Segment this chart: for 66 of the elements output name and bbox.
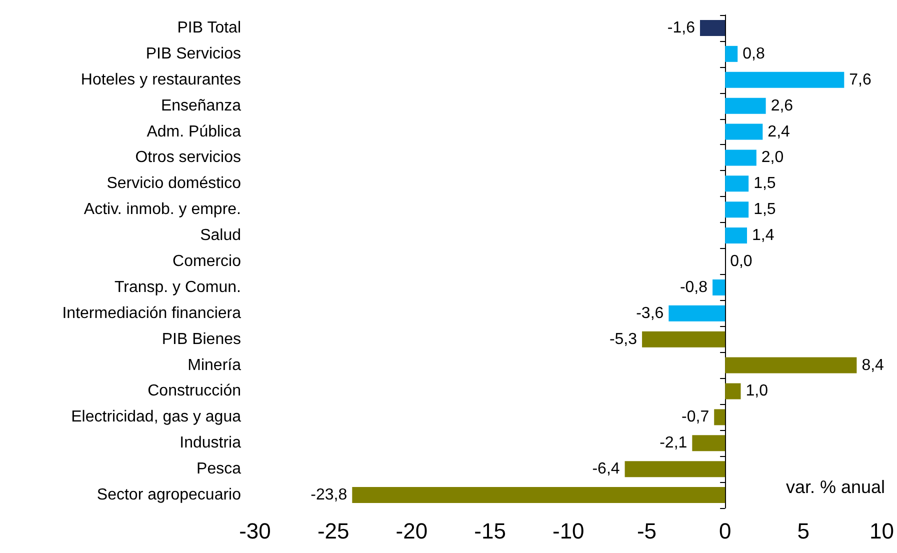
annotation: var. % anual bbox=[786, 477, 885, 497]
bar bbox=[725, 357, 857, 374]
bar bbox=[725, 228, 748, 244]
x-tick-label: -25 bbox=[317, 518, 350, 544]
data-label: -23,8 bbox=[310, 486, 348, 504]
y-tick-label: Electricidad, gas y agua bbox=[71, 408, 242, 426]
y-tick-label: Adm. Pública bbox=[146, 123, 242, 140]
data-label: -5,3 bbox=[609, 330, 638, 348]
y-tick-label: Industria bbox=[180, 434, 242, 452]
data-label: 0,8 bbox=[742, 45, 765, 62]
x-tick-label: -20 bbox=[396, 518, 428, 544]
y-tick-label: PIB Bienes bbox=[162, 330, 241, 348]
y-tick-label: Pesca bbox=[196, 460, 242, 478]
y-tick-label: Transp. y Comun. bbox=[114, 278, 241, 296]
bar bbox=[725, 72, 844, 88]
data-label: -0,8 bbox=[680, 278, 708, 296]
y-tick-label: Otros servicios bbox=[135, 149, 241, 166]
y-tick-label: Hoteles y restaurantes bbox=[80, 71, 241, 88]
data-label: 1,5 bbox=[754, 201, 776, 218]
x-tick-label: -15 bbox=[474, 518, 506, 544]
x-tick-label: 0 bbox=[718, 518, 732, 544]
y-tick-label: Enseñanza bbox=[160, 97, 242, 114]
bar bbox=[692, 435, 726, 452]
bar bbox=[352, 487, 726, 504]
bar bbox=[642, 331, 726, 348]
y-tick-label: Activ. inmob. y empre. bbox=[84, 201, 241, 218]
data-label: 8,4 bbox=[862, 356, 884, 374]
bar bbox=[725, 202, 749, 218]
data-label: -0,7 bbox=[682, 408, 710, 426]
data-label: -1,6 bbox=[667, 19, 696, 36]
data-label: 0,0 bbox=[730, 253, 752, 270]
bar bbox=[725, 46, 738, 62]
y-tick-label: Sector agropecuario bbox=[96, 486, 242, 504]
data-label: 2,4 bbox=[768, 123, 790, 140]
y-tick-label: PIB Total bbox=[177, 19, 241, 36]
x-tick-label: 10 bbox=[870, 518, 894, 544]
bar bbox=[700, 20, 726, 36]
data-label: 1,0 bbox=[746, 382, 768, 400]
x-tick-label: -5 bbox=[636, 518, 657, 544]
data-label: 1,5 bbox=[754, 175, 776, 192]
y-tick-label: Minería bbox=[188, 356, 242, 374]
bar bbox=[624, 461, 726, 478]
bar bbox=[725, 383, 741, 400]
bar bbox=[725, 98, 766, 114]
y-tick-label: Comercio bbox=[172, 253, 242, 270]
bar bbox=[712, 279, 726, 296]
data-label: 1,4 bbox=[752, 227, 774, 244]
data-label: -6,4 bbox=[592, 460, 620, 478]
bar bbox=[725, 176, 749, 192]
bar bbox=[725, 150, 756, 166]
x-tick-label: 5 bbox=[797, 518, 810, 544]
data-label: -2,1 bbox=[660, 434, 688, 452]
y-tick-label: Salud bbox=[200, 227, 241, 244]
x-tick-label: -30 bbox=[239, 518, 271, 544]
bar bbox=[714, 409, 726, 426]
bar bbox=[668, 305, 726, 322]
data-label: 2,0 bbox=[761, 149, 784, 166]
x-tick-label: -10 bbox=[552, 518, 584, 544]
y-tick-label: Construcción bbox=[148, 382, 241, 400]
y-tick-label: Servicio doméstico bbox=[106, 175, 242, 192]
data-label: -3,6 bbox=[636, 304, 664, 322]
data-label: 7,6 bbox=[849, 71, 872, 88]
data-label: 2,6 bbox=[770, 97, 794, 114]
bar bbox=[725, 124, 763, 140]
y-tick-label: Intermediación financiera bbox=[62, 304, 242, 322]
y-tick-label: PIB Servicios bbox=[146, 45, 241, 62]
